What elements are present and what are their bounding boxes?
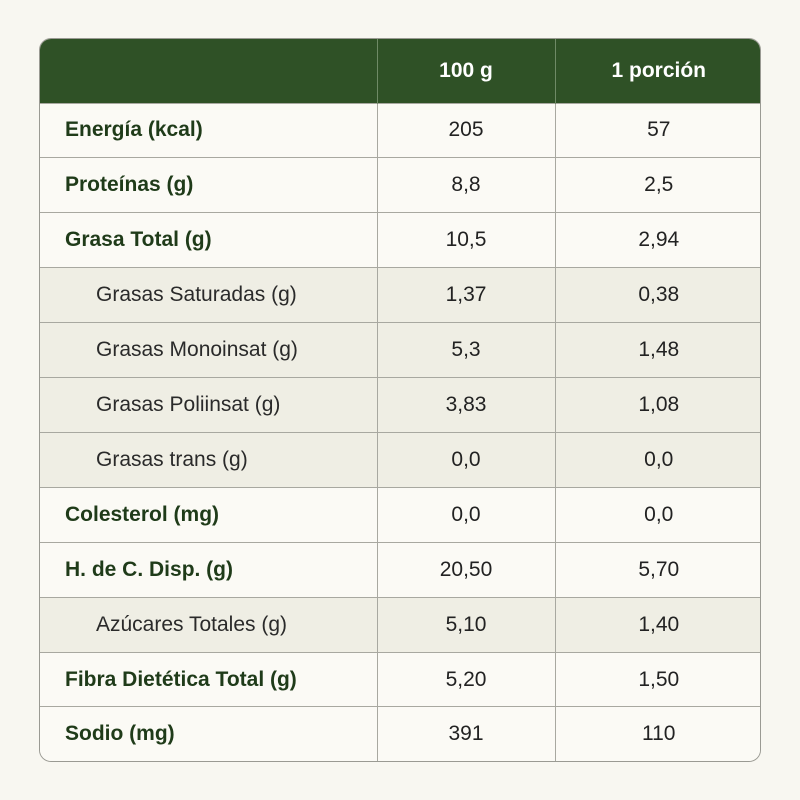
table-row-sub: Azúcares Totales (g) 5,10 1,40 — [40, 597, 760, 653]
row-value-100g: 1,37 — [376, 267, 555, 323]
table-row: Energía (kcal) 205 57 — [40, 103, 760, 158]
row-label: Colesterol (mg) — [65, 502, 220, 526]
row-value-portion: 1,48 — [554, 322, 760, 378]
row-value-100g: 0,0 — [376, 432, 555, 488]
nutrition-table-container: 100 g 1 porción Energía (kcal) 205 57 Pr… — [39, 38, 761, 762]
table-row: Sodio (mg) 391 110 — [40, 706, 760, 761]
table-row-sub: Grasas Saturadas (g) 1,37 0,38 — [40, 267, 760, 323]
row-label: Grasas Poliinsat (g) — [96, 392, 281, 416]
table-row: H. de C. Disp. (g) 20,50 5,70 — [40, 542, 760, 598]
row-label: Grasas Monoinsat (g) — [96, 338, 298, 362]
row-label: Azúcares Totales (g) — [96, 612, 288, 636]
header-100g: 100 g — [376, 39, 555, 103]
row-label: Grasas Saturadas (g) — [96, 283, 297, 307]
row-value-100g: 10,5 — [376, 212, 555, 268]
row-label: Grasas trans (g) — [96, 447, 248, 471]
row-value-portion: 5,70 — [554, 542, 760, 598]
table-row: Colesterol (mg) 0,0 0,0 — [40, 487, 760, 543]
row-value-100g: 0,0 — [376, 487, 555, 543]
row-label: Fibra Dietética Total (g) — [65, 667, 297, 691]
row-value-portion: 2,94 — [554, 212, 760, 268]
row-value-100g: 5,3 — [376, 322, 555, 378]
row-value-portion: 1,50 — [554, 652, 760, 707]
table-row-sub: Grasas Poliinsat (g) 3,83 1,08 — [40, 377, 760, 433]
row-value-portion: 2,5 — [554, 157, 760, 213]
row-value-100g: 3,83 — [376, 377, 555, 433]
row-value-portion: 1,40 — [554, 597, 760, 653]
row-value-100g: 391 — [376, 706, 555, 761]
row-value-portion: 110 — [554, 706, 760, 761]
row-label: H. de C. Disp. (g) — [65, 557, 233, 581]
table-row-sub: Grasas trans (g) 0,0 0,0 — [40, 432, 760, 488]
row-value-portion: 57 — [554, 103, 760, 158]
row-value-100g: 5,20 — [376, 652, 555, 707]
row-value-portion: 1,08 — [554, 377, 760, 433]
header-label-cell — [40, 39, 377, 103]
row-value-100g: 8,8 — [376, 157, 555, 213]
row-label: Proteínas (g) — [65, 173, 194, 197]
row-value-portion: 0,38 — [554, 267, 760, 323]
row-value-100g: 20,50 — [376, 542, 555, 598]
table-header-row: 100 g 1 porción — [40, 39, 760, 103]
row-value-portion: 0,0 — [554, 432, 760, 488]
nutrition-table: 100 g 1 porción Energía (kcal) 205 57 Pr… — [40, 39, 760, 761]
table-row-sub: Grasas Monoinsat (g) 5,3 1,48 — [40, 322, 760, 378]
table-row: Proteínas (g) 8,8 2,5 — [40, 157, 760, 213]
row-value-portion: 0,0 — [554, 487, 760, 543]
table-row: Fibra Dietética Total (g) 5,20 1,50 — [40, 652, 760, 707]
row-label: Sodio (mg) — [65, 722, 175, 746]
row-value-100g: 205 — [376, 103, 555, 158]
row-value-100g: 5,10 — [376, 597, 555, 653]
table-row: Grasa Total (g) 10,5 2,94 — [40, 212, 760, 268]
row-label: Grasa Total (g) — [65, 228, 212, 252]
row-label: Energía (kcal) — [65, 118, 203, 142]
header-portion: 1 porción — [554, 39, 760, 103]
